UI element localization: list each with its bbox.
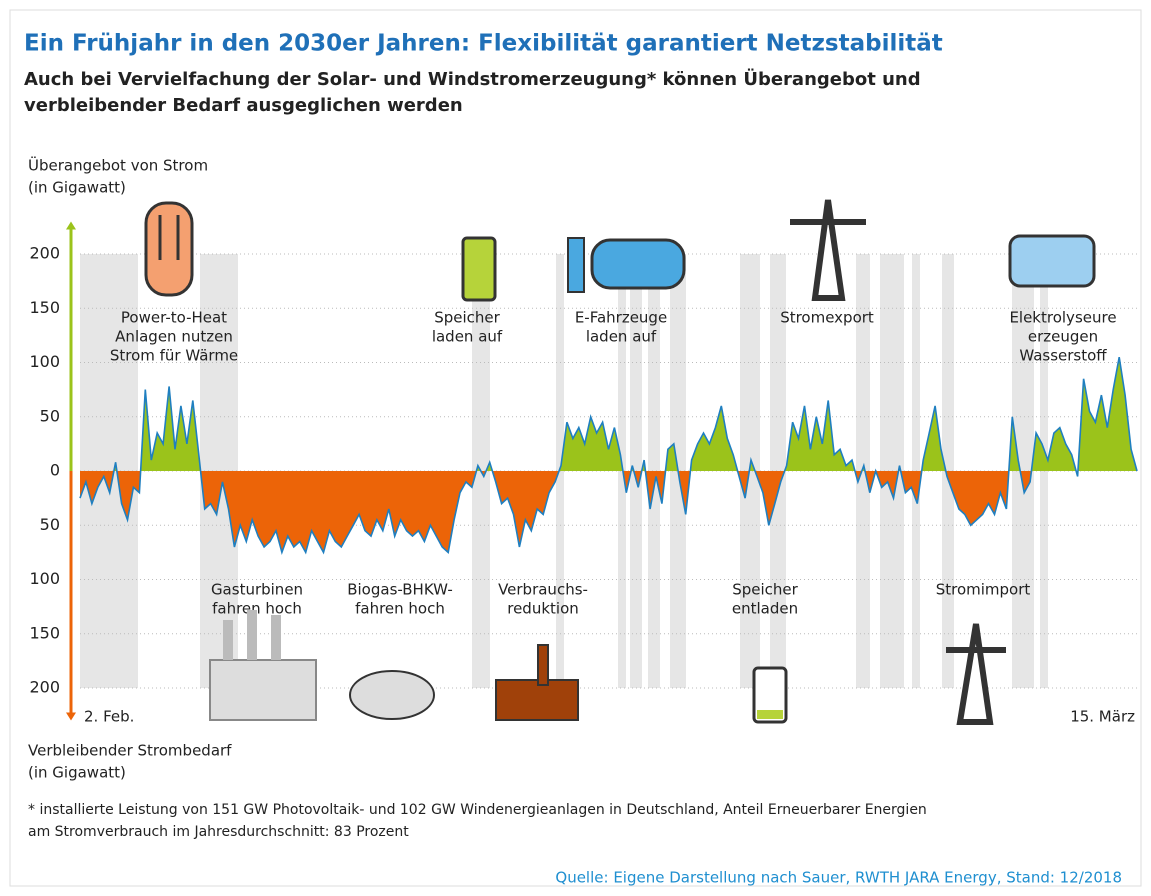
axis-label: (in Gigawatt)	[28, 179, 126, 197]
y-tick-label: 0	[50, 461, 60, 480]
icon-electrolyzer	[1008, 234, 1096, 288]
annotation: reduktion	[507, 600, 579, 618]
annotation: fahren hoch	[212, 600, 302, 618]
icons	[144, 199, 1096, 725]
x-tick-label: 2. Feb.	[84, 708, 134, 726]
annotation: Power-to-Heat	[121, 309, 227, 327]
arrow-head	[66, 221, 76, 230]
icon-car	[590, 238, 686, 290]
axis-label: Verbleibender Strombedarf	[28, 742, 232, 760]
icon-pylon	[790, 199, 866, 301]
annotation: Stromexport	[780, 309, 874, 327]
annotation: Strom für Wärme	[110, 347, 238, 365]
annotation: laden auf	[432, 328, 503, 346]
icon-biogas	[349, 670, 435, 720]
annotation: fahren hoch	[355, 600, 445, 618]
y-tick-label: 200	[29, 244, 60, 263]
y-tick-label: 50	[40, 406, 60, 425]
annotation: erzeugen	[1028, 328, 1098, 346]
icon-factory	[495, 679, 579, 721]
annotation: Gasturbinen	[211, 581, 303, 599]
y-tick-label: 100	[29, 352, 60, 371]
subtitle: verbleibender Bedarf ausgeglichen werden	[24, 95, 463, 116]
icon-gasturbine	[209, 659, 317, 721]
chart-title: Ein Frühjahr in den 2030er Jahren: Flexi…	[24, 31, 943, 57]
y-tick-label: 50	[40, 515, 60, 534]
annotation: Elektrolyseure	[1009, 309, 1116, 327]
footnote: * installierte Leistung von 151 GW Photo…	[28, 802, 927, 818]
area-negative	[80, 471, 1137, 553]
icon-pylon	[946, 623, 1006, 725]
icon-battery	[752, 666, 788, 724]
arrow-head	[66, 712, 76, 721]
y-tick-label: 200	[29, 678, 60, 697]
annotation: Speicher	[732, 581, 798, 599]
annotation: Wasserstoff	[1019, 347, 1107, 365]
annotation: E-Fahrzeuge	[575, 309, 667, 327]
annotation: Stromimport	[936, 581, 1031, 599]
source: Quelle: Eigene Darstellung nach Sauer, R…	[555, 869, 1122, 887]
line	[79, 356, 1138, 556]
footnote: am Stromverbrauch im Jahresdurchschnitt:…	[28, 824, 409, 840]
y-tick-label: 150	[29, 298, 60, 317]
annotation: Anlagen nutzen	[115, 328, 233, 346]
annotation: entladen	[732, 600, 798, 618]
annotation: Verbrauchs-	[498, 581, 588, 599]
icon-boiler	[144, 201, 194, 297]
annotation: Biogas-BHKW-	[347, 581, 453, 599]
axis-label: Überangebot von Strom	[28, 156, 208, 175]
y-tick-label: 150	[29, 623, 60, 642]
x-tick-label: 15. März	[1070, 708, 1135, 726]
axis-label: (in Gigawatt)	[28, 764, 126, 782]
annotation: Speicher	[434, 309, 500, 327]
y-tick-label: 100	[29, 569, 60, 588]
annotation: laden auf	[586, 328, 657, 346]
icon-battery	[461, 236, 497, 302]
area-positive	[80, 357, 1137, 471]
subtitle: Auch bei Vervielfachung der Solar- und W…	[24, 68, 921, 90]
